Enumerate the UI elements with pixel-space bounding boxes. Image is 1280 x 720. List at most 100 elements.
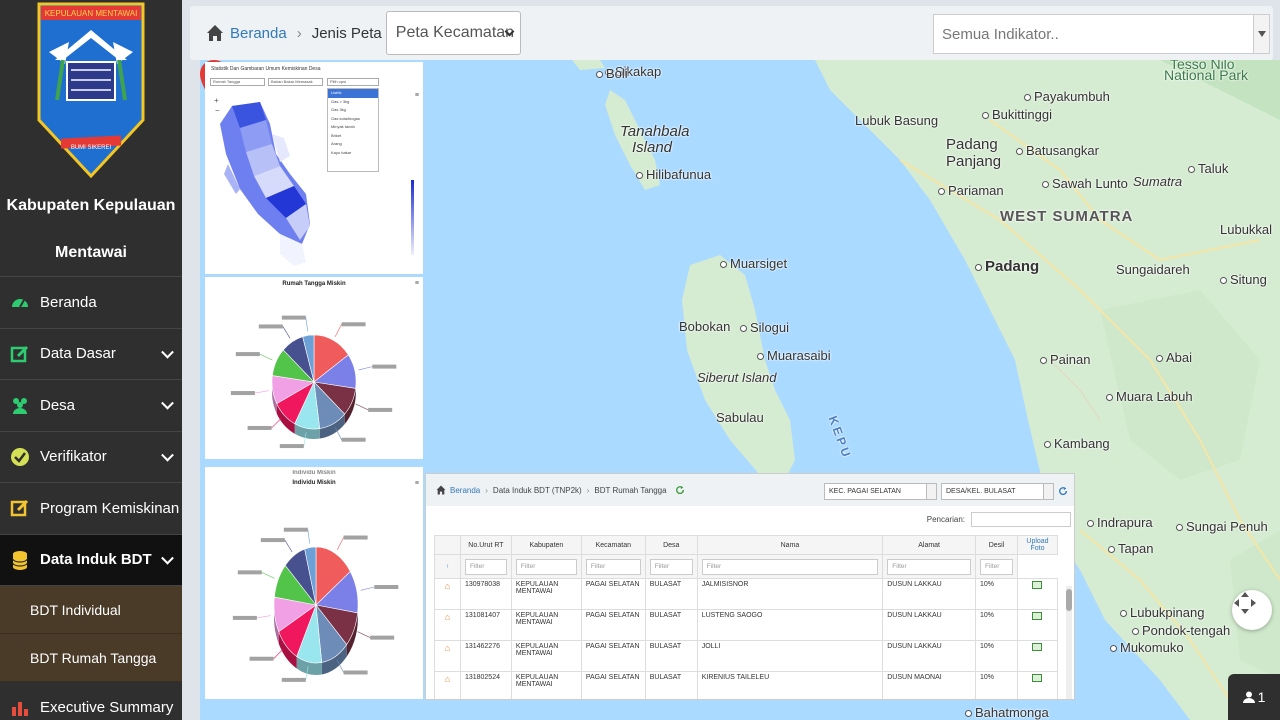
zoom-out-icon[interactable]: − bbox=[215, 106, 220, 115]
chart-menu-icon[interactable]: ≡ bbox=[414, 480, 419, 487]
cell-desa: BULASAT bbox=[644, 578, 698, 610]
column-header-no-urut[interactable]: No.Urut RT bbox=[459, 535, 512, 555]
column-header-kabupaten[interactable]: Kabupaten bbox=[510, 535, 582, 555]
brand-line-2: Mentawai bbox=[54, 244, 127, 261]
sidebar-item-program-kemiskinan[interactable]: Program Kemiskinan bbox=[0, 483, 182, 535]
filter-input-desil[interactable]: Filter bbox=[980, 558, 1013, 575]
chart-menu-icon[interactable]: ≡ bbox=[414, 92, 419, 99]
pie-leader-line bbox=[305, 317, 309, 332]
cell-no-urut: 131802524 bbox=[459, 671, 512, 699]
home-icon[interactable]: ⌂ bbox=[434, 578, 461, 610]
filter-input-kecamatan[interactable]: Filter bbox=[585, 558, 641, 575]
image-icon[interactable] bbox=[1032, 581, 1043, 589]
map-place-lubukpinang: Lubukpinang bbox=[1120, 605, 1204, 620]
option-item[interactable]: Minyak tanah bbox=[331, 124, 355, 129]
pie-leader-line bbox=[307, 529, 311, 544]
indicator-sub-select[interactable]: Bahan Bakar Memasak bbox=[268, 78, 323, 86]
scrollbar-thumb[interactable] bbox=[1066, 589, 1072, 611]
sidebar-item-beranda[interactable]: Beranda bbox=[0, 277, 182, 329]
cell-nama: KIRENIUS TAILELEU bbox=[696, 671, 884, 699]
column-header-alamat[interactable]: Alamat bbox=[882, 535, 977, 555]
table-row[interactable]: ⌂ 131081407 KEPULAUAN MENTAWAI PAGAI SEL… bbox=[434, 609, 1059, 641]
refresh-icon[interactable] bbox=[1058, 486, 1068, 496]
cell-kabupaten: KEPULAUAN MENTAWAI bbox=[510, 640, 582, 672]
option-item[interactable]: Gas > 3kg bbox=[331, 98, 350, 104]
online-users-badge[interactable]: 1 bbox=[1228, 674, 1280, 720]
pie-slice[interactable] bbox=[302, 334, 315, 383]
household-select[interactable]: Rumah Tangga bbox=[210, 78, 265, 86]
edit-icon bbox=[10, 344, 30, 364]
sort-icon[interactable]: ↑ bbox=[434, 554, 461, 579]
pie-slice-side bbox=[294, 423, 320, 439]
map-type-select[interactable]: Peta Kecamatan bbox=[385, 11, 521, 55]
map-pan-control[interactable] bbox=[1232, 590, 1272, 630]
cell-kecamatan: PAGAI SELATAN bbox=[580, 640, 646, 672]
column-header-upload-foto[interactable]: Upload Foto bbox=[1016, 535, 1059, 555]
chart-menu-icon[interactable]: ≡ bbox=[414, 280, 419, 287]
pie-data-label bbox=[258, 324, 283, 329]
sidebar-subitem-bdt-rumah-tangga[interactable]: BDT Rumah Tangga bbox=[0, 634, 182, 682]
table-row[interactable]: ⌂ 131462276 KEPULAUAN MENTAWAI PAGAI SEL… bbox=[434, 640, 1059, 672]
table-row[interactable]: ⌂ 130978038 KEPULAUAN MENTAWAI PAGAI SEL… bbox=[434, 578, 1059, 610]
map-place-kambang: Kambang bbox=[1044, 436, 1110, 451]
pie-slice[interactable] bbox=[304, 546, 317, 606]
breadcrumb-home-link[interactable]: Beranda bbox=[450, 485, 481, 495]
map-place-indrapura: Indrapura bbox=[1087, 515, 1153, 530]
table-scrollbar[interactable] bbox=[1066, 586, 1072, 699]
option-item[interactable]: Briket bbox=[331, 132, 342, 138]
cell-alamat: DUSUN LAKKAU bbox=[882, 640, 977, 672]
pie-slice[interactable] bbox=[315, 546, 351, 606]
option-select[interactable]: Pilih opsi bbox=[327, 78, 379, 86]
home-icon bbox=[207, 25, 223, 41]
sidebar-item-data-dasar[interactable]: Data Dasar bbox=[0, 329, 182, 380]
dashboard-icon bbox=[10, 292, 30, 312]
breadcrumb-home-link[interactable]: Beranda bbox=[230, 24, 287, 42]
map-park-line-1: Tesso Nilo bbox=[1170, 60, 1235, 72]
check-circle-icon bbox=[10, 447, 30, 467]
sidebar-item-executive-summary[interactable]: Executive Summary bbox=[0, 682, 182, 720]
breadcrumb-item[interactable]: Data Induk BDT (TNP2k) bbox=[492, 485, 582, 495]
sidebar-item-data-induk-bdt[interactable]: Data Induk BDT bbox=[0, 534, 182, 586]
filter-input-desa[interactable]: Filter bbox=[649, 558, 693, 575]
desa-select[interactable]: DESA/KEL. BULASAT bbox=[941, 483, 1054, 500]
column-header-desil[interactable]: Desil bbox=[975, 535, 1018, 555]
search-label: Pencarian: bbox=[926, 515, 965, 524]
choropleth-map bbox=[220, 102, 414, 266]
table-row[interactable]: ⌂ 131802524 KEPULAUAN MENTAWAI PAGAI SEL… bbox=[434, 671, 1059, 699]
image-icon[interactable] bbox=[1032, 612, 1043, 620]
cell-desil: 10% bbox=[975, 671, 1018, 699]
sidebar-item-label: Data Induk BDT bbox=[40, 551, 152, 569]
kecamatan-select[interactable]: KEC. PAGAI SELATAN bbox=[824, 483, 937, 500]
home-icon[interactable]: ⌂ bbox=[434, 640, 461, 672]
filter-input-kabupaten[interactable]: Filter bbox=[515, 558, 577, 575]
option-item[interactable]: Arang bbox=[331, 141, 342, 146]
map-place-padang-panjang-2: Panjang bbox=[946, 153, 1002, 170]
map-base bbox=[572, 60, 1280, 720]
home-icon[interactable]: ⌂ bbox=[434, 609, 461, 641]
column-header-nama[interactable]: Nama bbox=[696, 535, 884, 555]
option-item[interactable]: Listrik bbox=[328, 89, 378, 98]
search-input[interactable] bbox=[971, 512, 1071, 527]
filter-input-nama[interactable]: Filter bbox=[701, 558, 879, 575]
cell-desil: 10% bbox=[975, 578, 1018, 610]
option-item[interactable]: Kayu bakar bbox=[331, 149, 352, 155]
pie-leader-line bbox=[336, 659, 344, 673]
image-icon[interactable] bbox=[1032, 643, 1043, 651]
sidebar-item-desa[interactable]: Desa bbox=[0, 380, 182, 432]
filter-cell: Filter bbox=[696, 554, 884, 579]
indicator-select[interactable]: Semua Indikator.. bbox=[933, 14, 1270, 54]
filter-input-no-urut[interactable]: Filter bbox=[464, 558, 507, 575]
option-item[interactable]: Gas kota/biogas bbox=[331, 115, 360, 121]
column-header-desa[interactable]: Desa bbox=[644, 535, 698, 555]
sidebar-item-verifikator[interactable]: Verifikator bbox=[0, 432, 182, 483]
refresh-icon[interactable] bbox=[675, 485, 685, 495]
cell-alamat: DUSUN LAKKAU bbox=[882, 578, 977, 610]
image-icon[interactable] bbox=[1032, 674, 1043, 682]
zoom-in-icon[interactable]: + bbox=[214, 96, 219, 105]
home-icon[interactable]: ⌂ bbox=[434, 671, 461, 699]
pie-data-label bbox=[230, 391, 255, 396]
option-item[interactable]: Gas 3kg bbox=[331, 107, 346, 112]
filter-input-alamat[interactable]: Filter bbox=[887, 558, 972, 575]
sidebar-subitem-bdt-individual[interactable]: BDT Individual bbox=[0, 586, 182, 634]
column-header-kecamatan[interactable]: Kecamatan bbox=[580, 535, 646, 555]
